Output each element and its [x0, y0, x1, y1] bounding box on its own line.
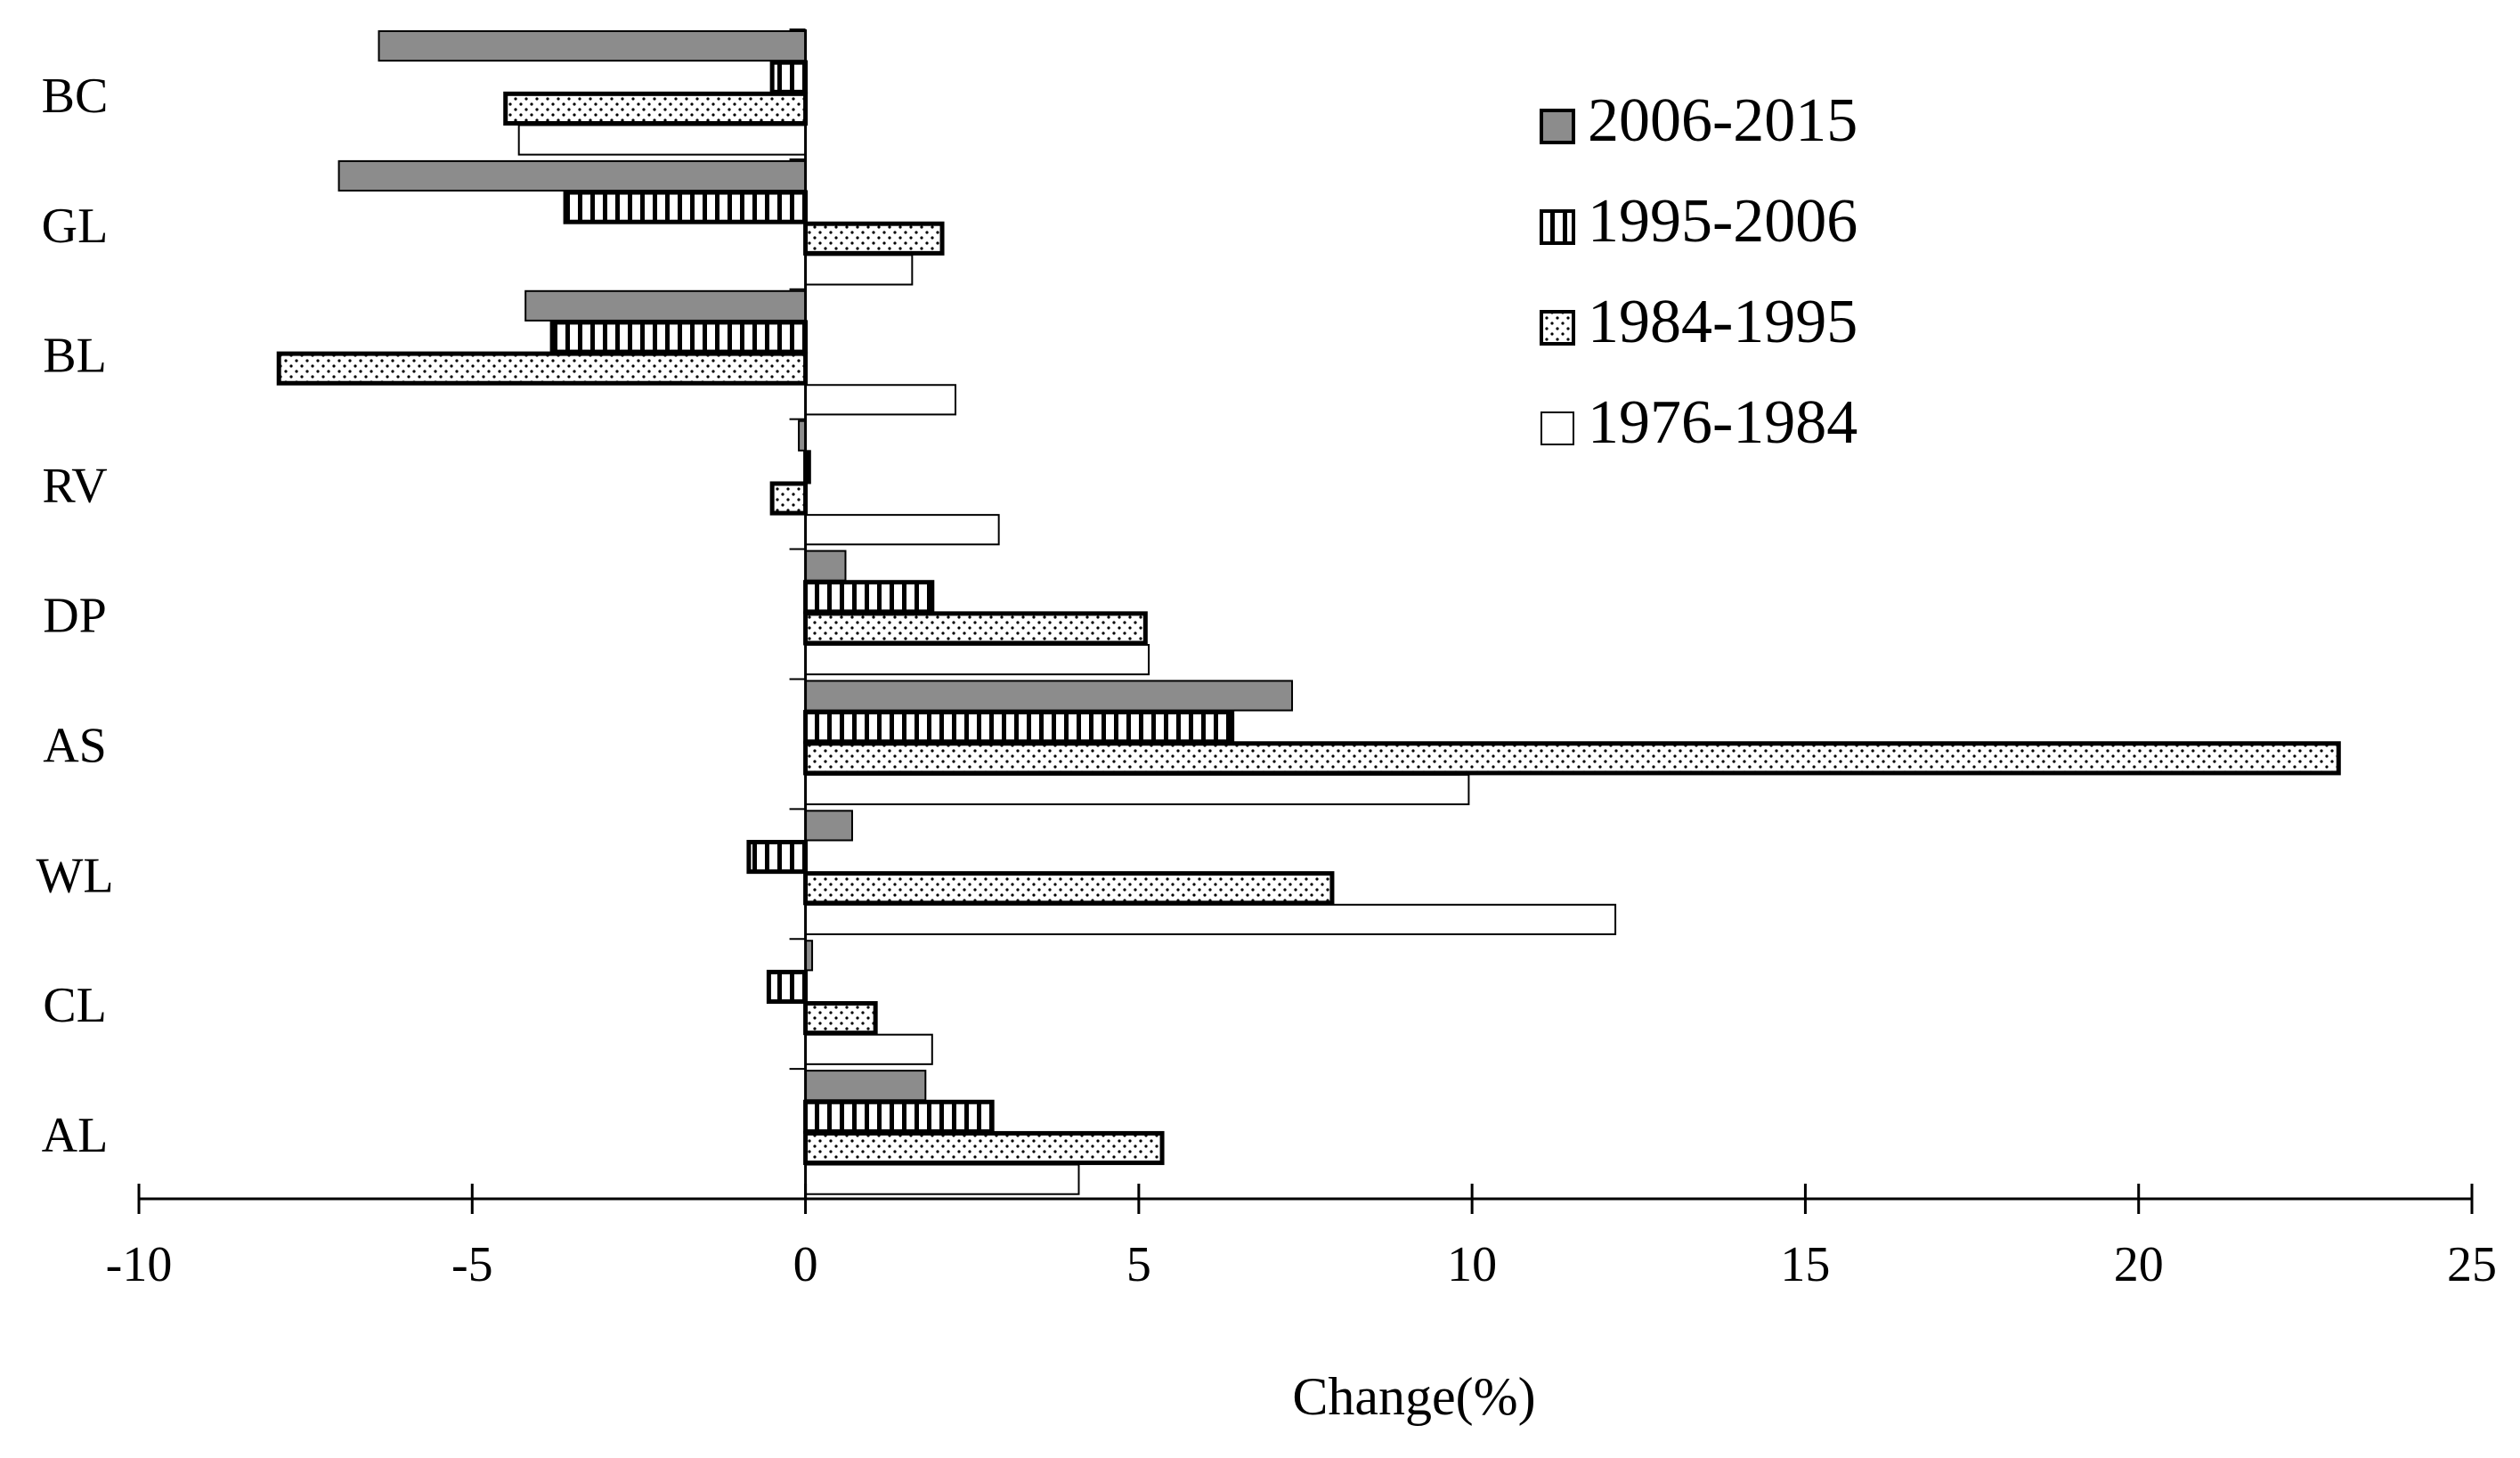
legend-label-1976-1984: 1976-1984 — [1588, 388, 1857, 457]
legend-label-2006-2015: 2006-2015 — [1588, 86, 1857, 155]
x-axis-title: Change(%) — [1292, 1367, 1535, 1426]
bar-dp-1995-2006 — [803, 580, 935, 615]
bar-gl-1976-1984 — [804, 254, 914, 286]
bar-al-1984-1995 — [803, 1130, 1165, 1166]
bar-gl-1984-1995 — [803, 221, 945, 256]
bar-dp-2006-2015 — [804, 550, 847, 582]
category-label-gl: GL — [42, 199, 109, 254]
x-tick-label: 25 — [2447, 1237, 2497, 1292]
bar-al-1995-2006 — [803, 1099, 995, 1134]
legend-label-1995-2006: 1995-2006 — [1588, 187, 1857, 256]
bar-bc-1976-1984 — [517, 124, 807, 156]
x-tick-label: 5 — [1126, 1237, 1151, 1292]
bar-as-1995-2006 — [803, 710, 1235, 745]
bar-rv-1984-1995 — [769, 481, 809, 516]
bar-cl-1976-1984 — [804, 1033, 933, 1065]
bar-as-2006-2015 — [804, 680, 1294, 712]
bar-cl-1984-1995 — [803, 1001, 878, 1036]
bar-wl-1976-1984 — [804, 903, 1617, 935]
bars-layer — [276, 29, 2341, 1199]
bar-as-1976-1984 — [804, 773, 1470, 806]
category-label-as: AS — [43, 718, 107, 773]
x-tick-label: 0 — [793, 1237, 818, 1292]
bar-wl-1995-2006 — [746, 839, 809, 875]
x-tick-label: 15 — [1780, 1237, 1830, 1292]
category-label-al: AL — [42, 1108, 109, 1163]
bar-bl-2006-2015 — [524, 289, 807, 322]
bar-bc-1995-2006 — [769, 60, 809, 94]
bar-gl-2006-2015 — [337, 159, 807, 192]
legend-swatch-1984-1995 — [1540, 310, 1575, 346]
x-tick-label: -5 — [451, 1237, 493, 1292]
legend-swatch-2006-2015 — [1540, 109, 1575, 144]
legend-label-1984-1995: 1984-1995 — [1588, 288, 1857, 356]
x-tick-label: 10 — [1447, 1237, 1497, 1292]
category-label-dp: DP — [43, 589, 107, 644]
bar-dp-1976-1984 — [804, 644, 1150, 676]
legend-swatch-1976-1984 — [1540, 411, 1574, 445]
bar-rv-1976-1984 — [804, 514, 1000, 546]
bar-wl-2006-2015 — [804, 810, 853, 842]
category-labels: BC GL BL RV DP AS WL CL AL — [36, 69, 113, 1163]
bar-bl-1984-1995 — [276, 351, 809, 386]
bar-bl-1995-2006 — [549, 320, 809, 354]
category-label-bl: BL — [43, 329, 107, 384]
category-label-rv: RV — [42, 459, 107, 514]
bar-gl-1995-2006 — [563, 190, 809, 224]
x-tick-label: 20 — [2114, 1237, 2164, 1292]
x-tick-label: -10 — [106, 1237, 173, 1292]
category-label-wl: WL — [36, 848, 113, 903]
bar-wl-1984-1995 — [803, 871, 1335, 906]
bar-dp-1984-1995 — [803, 611, 1148, 646]
legend-swatch-1995-2006 — [1540, 209, 1575, 245]
bar-bc-1984-1995 — [503, 91, 809, 126]
category-label-bc: BC — [42, 69, 109, 124]
bar-bc-2006-2015 — [378, 30, 807, 62]
bar-al-1976-1984 — [804, 1163, 1080, 1195]
bar-cl-1995-2006 — [766, 969, 809, 1005]
bar-as-1984-1995 — [803, 741, 2341, 776]
bar-al-2006-2015 — [804, 1070, 927, 1102]
category-label-cl: CL — [43, 978, 107, 1033]
legend: 2006-2015 1995-2006 1984-1995 1976-1984 — [1540, 86, 1857, 457]
bar-bl-1976-1984 — [804, 384, 956, 416]
x-axis: -10 -5 0 5 10 15 20 25 — [106, 1184, 2497, 1292]
